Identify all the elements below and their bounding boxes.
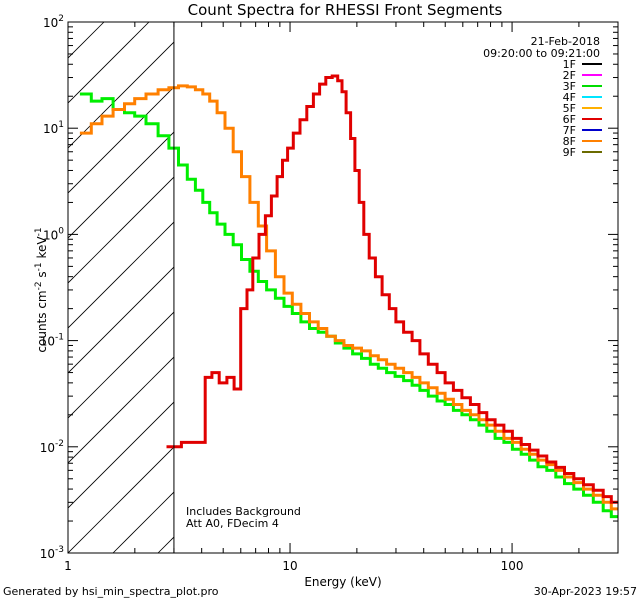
x-tick-label: 100 xyxy=(501,559,524,573)
y-tick-label: 102 xyxy=(43,14,64,30)
chart-title: Count Spectra for RHESSI Front Segments xyxy=(188,1,503,19)
hatch-line xyxy=(68,401,174,509)
axes: 1 10 100 10-3 10-2 10-1 100 101 102 xyxy=(40,14,619,573)
series-layer xyxy=(79,74,618,519)
hatch-line xyxy=(68,356,174,464)
y-tick-label: 101 xyxy=(43,120,64,136)
annotation-background: Includes Background xyxy=(186,505,301,518)
y-axis-label: counts cm-2 s-1 keV-1 xyxy=(34,227,49,352)
legend-label: 1F xyxy=(563,58,576,71)
y-tick-label: 10-3 xyxy=(40,545,64,561)
date-label: 21-Feb-2018 xyxy=(531,35,600,48)
legend-label: 2F xyxy=(563,69,576,82)
plot-frame xyxy=(67,21,619,554)
legend-label: 3F xyxy=(563,80,576,93)
legend-label: 5F xyxy=(563,102,576,115)
footer-generated-by: Generated by hsi_min_spectra_plot.pro xyxy=(3,585,219,598)
legend-label: 6F xyxy=(563,113,576,126)
x-tick-label: 10 xyxy=(282,559,297,573)
series-8F xyxy=(79,84,618,511)
hatched-region xyxy=(0,22,640,553)
legend-label: 9F xyxy=(563,146,576,159)
y-tick-label: 10-2 xyxy=(40,439,64,455)
time-range-label: 09:20:00 to 09:21:00 xyxy=(483,47,600,60)
y-tick-label: 100 xyxy=(43,226,64,242)
hatch-line xyxy=(68,41,174,149)
hatch-line xyxy=(68,266,174,374)
hatch-line xyxy=(248,22,640,553)
hatch-line xyxy=(68,22,105,59)
y-tick-label: 10-1 xyxy=(40,333,64,349)
legend-label: 7F xyxy=(563,124,576,137)
hatch-line xyxy=(68,446,174,553)
hatch-line xyxy=(68,221,174,329)
x-axis-label: Energy (keV) xyxy=(304,575,381,589)
series-6F xyxy=(166,74,618,504)
hatch-line xyxy=(68,176,174,284)
hatch-line xyxy=(518,22,640,553)
hatch-line xyxy=(608,22,640,553)
legend-label: 4F xyxy=(563,91,576,104)
hatch-line xyxy=(112,491,174,553)
hatch-line xyxy=(428,22,640,553)
x-tick-label: 1 xyxy=(64,559,72,573)
hatch-line xyxy=(383,22,640,553)
hatch-line xyxy=(68,86,174,194)
hatch-line xyxy=(0,22,59,553)
footer-timestamp: 30-Apr-2023 19:57 xyxy=(534,585,637,598)
annotation-attenuator: Att A0, FDecim 4 xyxy=(186,517,279,530)
hatch-line xyxy=(68,22,150,104)
legend-label: 8F xyxy=(563,135,576,148)
